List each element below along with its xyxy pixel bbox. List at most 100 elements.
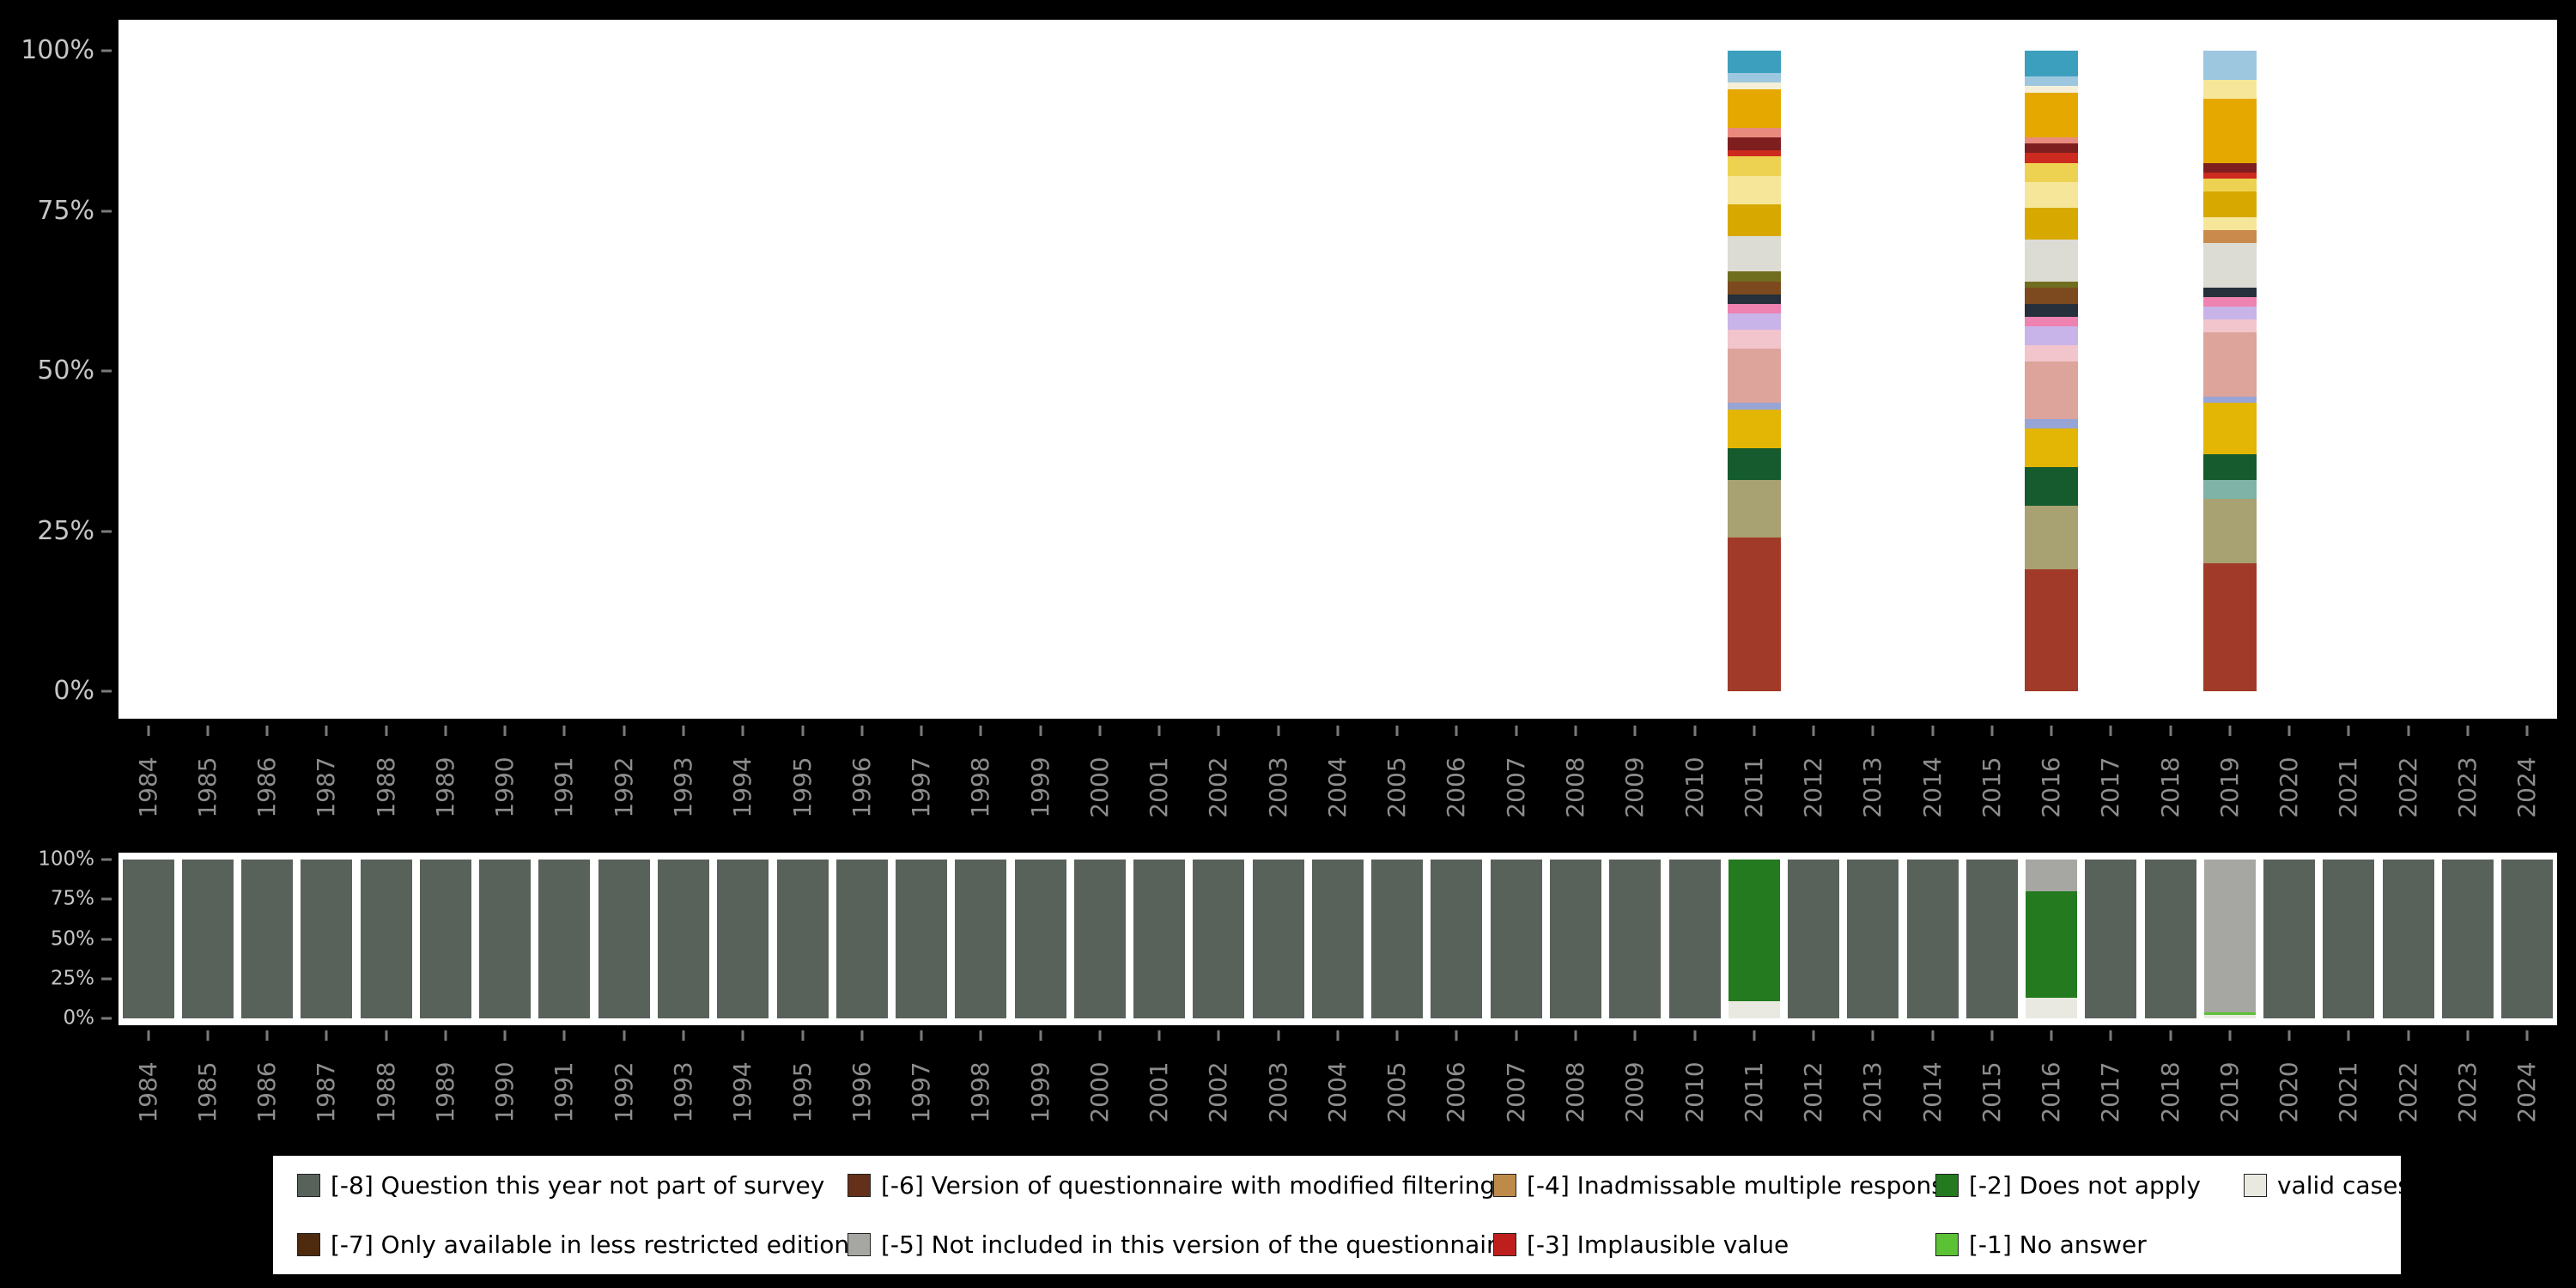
x-axis-tick	[683, 726, 685, 736]
year-label: 2024	[2515, 756, 2539, 817]
legend: [-8] Question this year not part of surv…	[273, 1156, 2401, 1274]
year-label-slot-2005: 2005	[1368, 1030, 1427, 1168]
x-axis-tick	[860, 1030, 863, 1041]
year-label: 2000	[1088, 1061, 1112, 1122]
bar-segment	[2203, 191, 2257, 217]
legend-item-label: [-8] Question this year not part of surv…	[331, 1171, 824, 1200]
year-label-slot-2024: 2024	[2498, 726, 2557, 863]
year-label: 2014	[1921, 756, 1945, 817]
bottom-stacked-bar-2012	[1788, 860, 1839, 1018]
bar-segment	[1312, 860, 1364, 1018]
top-year-slot-2018	[2141, 51, 2200, 691]
year-label: 1994	[731, 756, 755, 817]
bar-segment	[1728, 51, 1781, 73]
bar-segment	[2203, 99, 2257, 163]
top-year-slot-2013	[1844, 51, 1903, 691]
year-label: 1992	[612, 1061, 636, 1122]
top-year-slot-1988	[356, 51, 416, 691]
year-label: 2023	[2456, 1061, 2480, 1122]
bottom-stacked-bar-2020	[2263, 860, 2315, 1018]
x-axis-tick	[2110, 726, 2112, 736]
top-year-slot-1987	[297, 51, 356, 691]
top-chart-y-axis: 100%75%50%25%0%	[0, 20, 117, 719]
top-year-slot-1986	[238, 51, 297, 691]
bar-segment	[2026, 998, 2077, 1018]
bottom-chart-y-axis: 100%75%50%25%0%	[0, 853, 117, 1025]
bottom-stacked-bar-2006	[1431, 860, 1482, 1018]
year-label-slot-1999: 1999	[1011, 1030, 1070, 1168]
legend-item-label: [-4] Inadmissable multiple response	[1527, 1171, 1959, 1200]
year-label-slot-2022: 2022	[2379, 1030, 2438, 1168]
bar-segment	[2025, 506, 2078, 570]
bottom-year-slot-1984	[118, 860, 178, 1018]
year-label-slot-2012: 2012	[1783, 726, 1843, 863]
x-axis-tick	[920, 1030, 923, 1041]
bottom-chart-x-axis: 1984198519861987198819891990199119921993…	[118, 1030, 2557, 1168]
year-label-slot-2010: 2010	[1665, 1030, 1724, 1168]
bar-segment	[1847, 860, 1899, 1018]
year-label-slot-1997: 1997	[891, 726, 951, 863]
x-axis-tick	[1872, 1030, 1874, 1041]
bar-segment	[420, 860, 471, 1018]
year-label-slot-1994: 1994	[714, 1030, 773, 1168]
year-label-slot-1991: 1991	[535, 1030, 594, 1168]
y-axis-tick	[101, 690, 112, 693]
legend-item-label: [-3] Implausible value	[1527, 1230, 1789, 1259]
x-axis-tick	[1396, 1030, 1399, 1041]
x-axis-tick	[2228, 726, 2231, 736]
top-stacked-bar-2016	[2025, 51, 2078, 691]
bar-segment	[2204, 860, 2256, 1012]
top-year-slot-2021	[2319, 51, 2379, 691]
y-axis-label: 100%	[21, 38, 94, 64]
bar-segment	[2025, 240, 2078, 281]
x-axis-tick	[2169, 726, 2172, 736]
x-axis-tick	[2348, 1030, 2350, 1041]
bottom-year-slot-1993	[653, 860, 713, 1018]
bar-segment	[1728, 538, 1781, 691]
year-label-slot-1985: 1985	[178, 726, 237, 863]
bottom-stacked-bar-2001	[1133, 860, 1185, 1018]
top-chart-bars	[118, 51, 2557, 691]
bar-segment	[1728, 236, 1781, 271]
year-label-slot-2011: 2011	[1724, 1030, 1783, 1168]
bottom-year-slot-1994	[714, 860, 773, 1018]
year-label-slot-2007: 2007	[1486, 726, 1546, 863]
top-year-slot-2008	[1546, 51, 1605, 691]
x-axis-tick	[1813, 1030, 1815, 1041]
x-axis-tick	[266, 726, 269, 736]
bottom-stacked-bar-1995	[777, 860, 829, 1018]
x-axis-tick	[1634, 726, 1637, 736]
year-label: 1999	[1029, 756, 1053, 817]
year-label: 1984	[137, 1061, 161, 1122]
bottom-year-slot-1991	[535, 860, 594, 1018]
year-label-slot-2000: 2000	[1070, 1030, 1129, 1168]
legend-cell: [-2] Does not apply	[1935, 1171, 2244, 1200]
bar-segment	[2204, 1015, 2256, 1018]
year-label-slot-2012: 2012	[1783, 1030, 1843, 1168]
top-year-slot-2001	[1130, 51, 1189, 691]
top-year-slot-1998	[951, 51, 1011, 691]
year-label-slot-2006: 2006	[1427, 1030, 1486, 1168]
bottom-year-slot-1998	[951, 860, 1011, 1018]
legend-cell: [-1] No answer	[1935, 1230, 2244, 1259]
bar-segment	[1788, 860, 1839, 1018]
x-axis-tick	[147, 726, 149, 736]
bottom-year-slot-2013	[1844, 860, 1903, 1018]
year-label: 1984	[137, 756, 161, 817]
legend-swatch	[2244, 1174, 2267, 1197]
year-label-slot-2009: 2009	[1606, 726, 1665, 863]
year-label: 1995	[791, 1061, 815, 1122]
x-axis-tick	[1158, 1030, 1161, 1041]
year-label-slot-2004: 2004	[1308, 1030, 1367, 1168]
x-axis-tick	[2526, 1030, 2529, 1041]
year-label: 2021	[2336, 756, 2360, 817]
x-axis-tick	[1753, 1030, 1755, 1041]
x-axis-tick	[266, 1030, 269, 1041]
legend-item-label: valid cases	[2277, 1171, 2410, 1200]
bottom-year-slot-1987	[297, 860, 356, 1018]
year-label-slot-1992: 1992	[594, 726, 653, 863]
year-label: 1987	[314, 1061, 338, 1122]
year-label: 2005	[1385, 756, 1409, 817]
x-axis-tick	[2110, 1030, 2112, 1041]
top-year-slot-1997	[891, 51, 951, 691]
